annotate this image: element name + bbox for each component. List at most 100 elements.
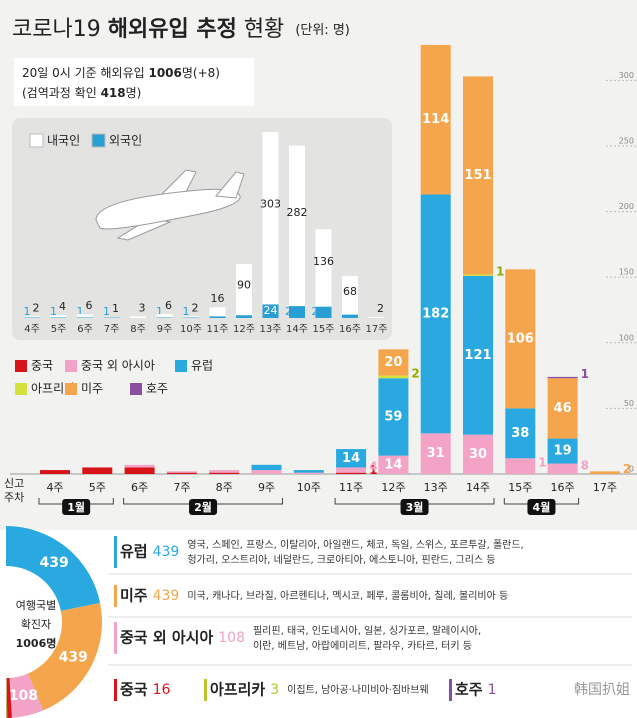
row-color-bar (204, 679, 207, 701)
bar-segment (547, 376, 578, 379)
bar-segment (378, 455, 409, 474)
bar-segment (103, 316, 120, 318)
month-badge (400, 499, 429, 515)
bar-segment (82, 467, 113, 474)
bar-segment (77, 314, 93, 318)
title-part: 현황 (237, 17, 284, 42)
legend-label: 중국 외 아시아 (81, 359, 155, 373)
x-tick-label: 17주 (593, 481, 617, 494)
bar-segment (77, 317, 93, 318)
bar-segment (50, 317, 67, 318)
donut-center-label: 여행국별 (16, 599, 56, 612)
x-tick-label: 17주 (366, 324, 388, 335)
bar-segment (463, 274, 493, 276)
row-countries: 필리핀, 태국, 인도네시아, 일본, 싱가포르, 말레이시아, (253, 625, 481, 637)
data-label: 46 (554, 401, 572, 416)
legend-swatch (130, 383, 142, 395)
bar-segment (166, 472, 197, 474)
x-tick-label: 7주 (104, 324, 120, 335)
month-badge (527, 499, 556, 515)
bar-segment (103, 317, 120, 318)
data-label: 31 (427, 446, 445, 461)
data-label: 182 (422, 306, 449, 321)
title-part: 해외유입 추정 (108, 17, 237, 42)
bar-segment (378, 349, 409, 376)
donut-segment (9, 673, 44, 718)
bar-segment (342, 275, 358, 315)
row-name: 유럽 (120, 543, 148, 561)
data-label: 1 (581, 367, 589, 381)
data-label: 30 (469, 447, 487, 462)
row-name: 미주 (120, 587, 148, 605)
x-tick-label: 13주 (424, 481, 448, 494)
y-tick-label: 200 (619, 202, 634, 211)
legend-label: 미주 (81, 382, 103, 396)
row-countries: 영국, 스페인, 프랑스, 이탈리아, 아일랜드, 체코, 독일, 스위스, 포… (187, 538, 523, 551)
info-line: 20일 0시 기준 해외유입 1006명(+8) (22, 66, 220, 80)
data-label: 20 (384, 355, 402, 370)
row-countries: 헝가리, 오스트리아, 네덜란드, 크로아티아, 에스토니아, 핀란드, 그리스… (187, 554, 495, 566)
row-name: 아프리카 (210, 681, 265, 699)
month-badge (189, 499, 218, 515)
data-label: 21 (285, 305, 299, 318)
y-tick-label: 50 (624, 399, 634, 408)
data-label: 14 (342, 451, 360, 466)
unit: (단위: 명) (295, 23, 350, 38)
row-color-bar (114, 585, 117, 607)
bar-segment (40, 470, 70, 474)
data-label: 4 (59, 300, 66, 313)
bar-segment (209, 470, 240, 473)
bar-segment (589, 471, 620, 474)
month-label: 4월 (533, 500, 551, 514)
info-part: 1006 (148, 66, 181, 80)
info-part: 명(+8) (182, 66, 220, 80)
donut-segment (6, 677, 12, 718)
x-tick-label: 11주 (339, 481, 363, 494)
bar-segment (420, 44, 451, 195)
data-label: 24 (264, 304, 278, 317)
data-label: 1 (156, 305, 163, 318)
row-name: 중국 외 아시아 (120, 629, 213, 647)
x-tick-label: 16주 (339, 324, 361, 335)
donut-label: 439 (39, 555, 68, 571)
bar-segment (505, 408, 536, 459)
bar-segment (547, 378, 578, 439)
row-countries: 이집트, 남아공·나미비아·짐바브웨 (287, 684, 429, 696)
bar-segment (368, 316, 385, 318)
data-label: 68 (343, 285, 357, 298)
bar-segment (463, 76, 493, 275)
data-label: 1 (369, 463, 377, 477)
data-label: 136 (313, 255, 334, 268)
x-tick-label: 6주 (131, 481, 148, 494)
data-label: 38 (511, 426, 529, 441)
x-axis-label: 신고 (4, 477, 24, 490)
data-label: 282 (287, 206, 308, 219)
legend-swatch (15, 383, 27, 395)
legend-swatch (29, 133, 44, 148)
bar-segment (505, 269, 536, 409)
x-tick-label: 9주 (157, 324, 173, 335)
bar-segment (463, 275, 493, 435)
legend-swatch (175, 360, 187, 372)
data-label: 4 (369, 460, 377, 474)
bar-segment (315, 306, 332, 318)
row-color-bar (114, 622, 117, 654)
data-label: 2 (192, 301, 199, 314)
legend-label: 외국인 (109, 134, 142, 148)
airplane (95, 169, 245, 241)
row-color-bar (114, 536, 117, 568)
bar-segment (124, 464, 155, 468)
donut-segment (6, 526, 101, 611)
row-value: 3 (270, 682, 279, 698)
bar-segment (262, 132, 279, 305)
x-tick-label: 5주 (51, 324, 67, 335)
data-label: 3 (139, 301, 146, 314)
data-label: 106 (507, 331, 534, 346)
data-label: 1 (103, 305, 110, 318)
x-tick-label: 10주 (180, 324, 202, 335)
data-label: 151 (464, 168, 491, 183)
x-tick-label: 15주 (508, 481, 532, 494)
data-label: 8 (581, 458, 589, 472)
x-tick-label: 13주 (260, 324, 282, 335)
